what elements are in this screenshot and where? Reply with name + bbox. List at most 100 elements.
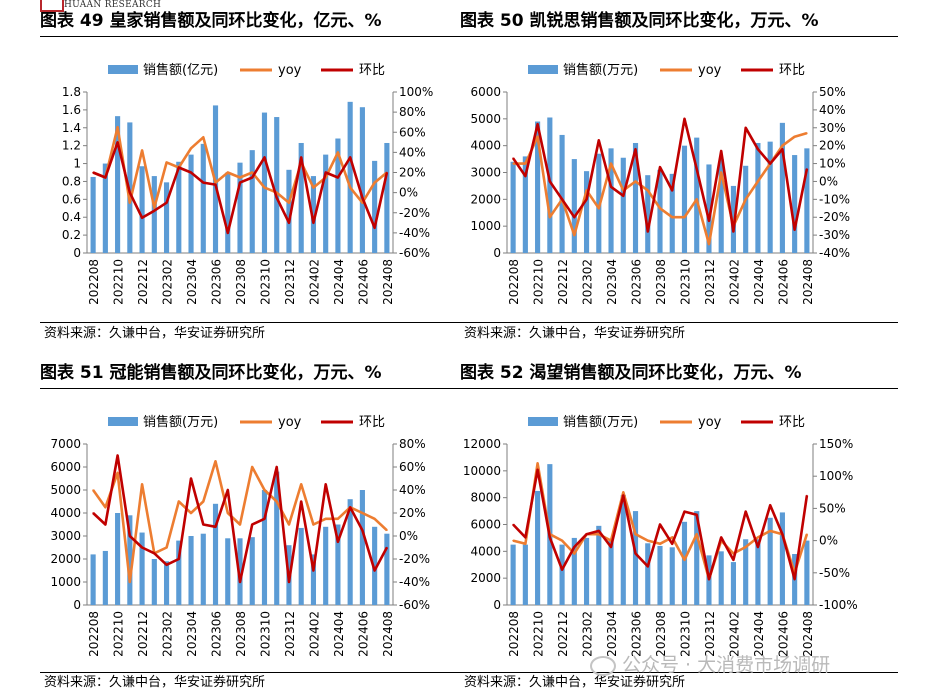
company-logo-icon: [40, 0, 64, 12]
series-line-mom-point: [708, 220, 710, 222]
series-line-mom-point: [512, 523, 514, 526]
series-line-mom-point: [683, 510, 686, 513]
bar-sales: [298, 527, 304, 605]
chart-title: 图表 51 冠能销售额及同环比变化，万元、%: [40, 363, 382, 383]
legend-label-yoy: yoy: [278, 63, 302, 78]
chart-title: 图表 49 皇家销售额及同环比变化，亿元、%: [40, 11, 382, 31]
legend-label-yoy: yoy: [278, 415, 302, 430]
series-line-mom-point: [806, 168, 808, 170]
y-right-tick-label: -30%: [819, 228, 850, 242]
x-tick-label: 202310: [258, 611, 272, 657]
x-tick-label: 202308: [654, 259, 668, 305]
chart-title: 图表 50 凯锐思销售额及同环比变化，万元、%: [460, 11, 819, 31]
series-line-mom-point: [386, 546, 388, 549]
x-tick-label: 202402: [307, 259, 321, 305]
bar-sales: [571, 537, 577, 605]
bar-sales: [274, 471, 280, 605]
legend-label-yoy: yoy: [698, 63, 722, 78]
series-line-mom-point: [634, 552, 637, 555]
series-line-mom-point: [561, 568, 563, 571]
series-line-mom-point: [324, 171, 327, 174]
series-line-mom-point: [312, 569, 315, 572]
x-tick-label: 202312: [283, 611, 297, 657]
series-line-mom-point: [695, 514, 698, 516]
x-tick-label: 202308: [654, 611, 668, 657]
series-line-mom-point: [165, 201, 168, 204]
series-line-mom-point: [178, 558, 180, 560]
y-left-tick-label: 12000: [463, 437, 501, 451]
y-right-tick-label: 80%: [399, 437, 426, 451]
x-tick-label: 202310: [678, 259, 692, 305]
x-tick-label: 202212: [556, 259, 570, 305]
y-right-tick-label: -40%: [819, 246, 850, 260]
y-left-tick-label: 0.8: [62, 174, 81, 188]
series-line-yoy-point: [129, 201, 131, 204]
y-right-tick-label: 100%: [819, 469, 853, 483]
source-rule: [460, 672, 898, 673]
series-line-yoy-point: [622, 491, 625, 494]
y-left-tick-label: 0: [73, 598, 81, 612]
bar-sales: [237, 162, 243, 253]
y-right-tick-label: 60%: [399, 460, 426, 474]
y-left-tick-label: 6000: [50, 460, 81, 474]
series-line-mom-point: [781, 533, 784, 535]
series-line-mom-point: [129, 535, 131, 537]
company-logo-text: HUAAN RESEARCH: [64, 0, 162, 10]
x-tick-label: 202208: [87, 611, 101, 657]
legend-label-sales: 销售额(亿元): [143, 62, 218, 78]
bar-sales: [645, 543, 651, 605]
x-tick-label: 202302: [161, 611, 175, 657]
series-line-mom-point: [671, 189, 674, 192]
y-left-tick-label: 1.6: [62, 103, 81, 117]
series-line-mom-point: [610, 186, 612, 188]
bar-sales: [139, 532, 145, 605]
y-right-tick-label: -60%: [399, 246, 430, 260]
series-line-mom-point: [190, 171, 192, 174]
bar-sales: [743, 539, 749, 605]
series-line-yoy-point: [512, 539, 514, 542]
y-left-tick-label: 4000: [50, 506, 81, 520]
wechat-icon: [590, 655, 616, 676]
bar-sales: [102, 163, 108, 253]
series-line-mom-point: [744, 126, 747, 129]
x-tick-label: 202308: [234, 611, 248, 657]
y-left-tick-label: 1.4: [62, 121, 81, 135]
legend-label-mom: 环比: [779, 415, 805, 430]
bar-sales: [212, 503, 219, 605]
legend-label-sales: 销售额(万元): [563, 414, 638, 430]
series-line-yoy-point: [524, 162, 527, 165]
bar-sales: [559, 544, 565, 605]
y-left-tick-label: 10000: [463, 464, 501, 478]
bar-sales: [669, 173, 675, 253]
x-tick-label: 202404: [332, 259, 346, 305]
x-tick-label: 202406: [356, 259, 370, 305]
bar-sales: [730, 562, 737, 605]
bar-sales: [694, 137, 700, 253]
series-line-mom-point: [312, 222, 315, 224]
series-line-mom-point: [386, 171, 388, 174]
series-line-mom-point: [769, 504, 771, 506]
legend-label-yoy: yoy: [698, 415, 722, 430]
y-right-tick-label: 50%: [819, 85, 846, 99]
legend-swatch-sales: [108, 65, 138, 74]
chart-plot: 销售额(万元) yoy 环比 0 1000 2000 3000 4000 5000 6000 700…: [50, 414, 430, 657]
bar-sales: [298, 142, 304, 253]
x-tick-label: 202210: [112, 259, 126, 305]
series-line-yoy-point: [92, 489, 94, 491]
series-line-yoy-point: [549, 216, 551, 219]
series-line-mom-point: [337, 176, 339, 179]
bar-sales: [792, 155, 798, 253]
y-left-tick-label: 1.8: [62, 85, 81, 99]
bar-sales: [310, 176, 317, 253]
x-tick-label: 202312: [703, 259, 717, 305]
source-note: 资料来源：久谦中台，华安证券研究所: [464, 326, 686, 341]
series-line-yoy-point: [202, 136, 205, 139]
series-line-yoy-point: [806, 533, 808, 535]
bar-sales: [730, 185, 737, 253]
series-line-mom-point: [732, 559, 735, 561]
x-tick-label: 202404: [752, 259, 766, 305]
y-right-tick-label: 40%: [399, 483, 426, 497]
y-left-tick-label: 6000: [470, 518, 501, 532]
legend-label-mom: 环比: [359, 415, 385, 430]
series-line-mom-point: [324, 483, 327, 486]
